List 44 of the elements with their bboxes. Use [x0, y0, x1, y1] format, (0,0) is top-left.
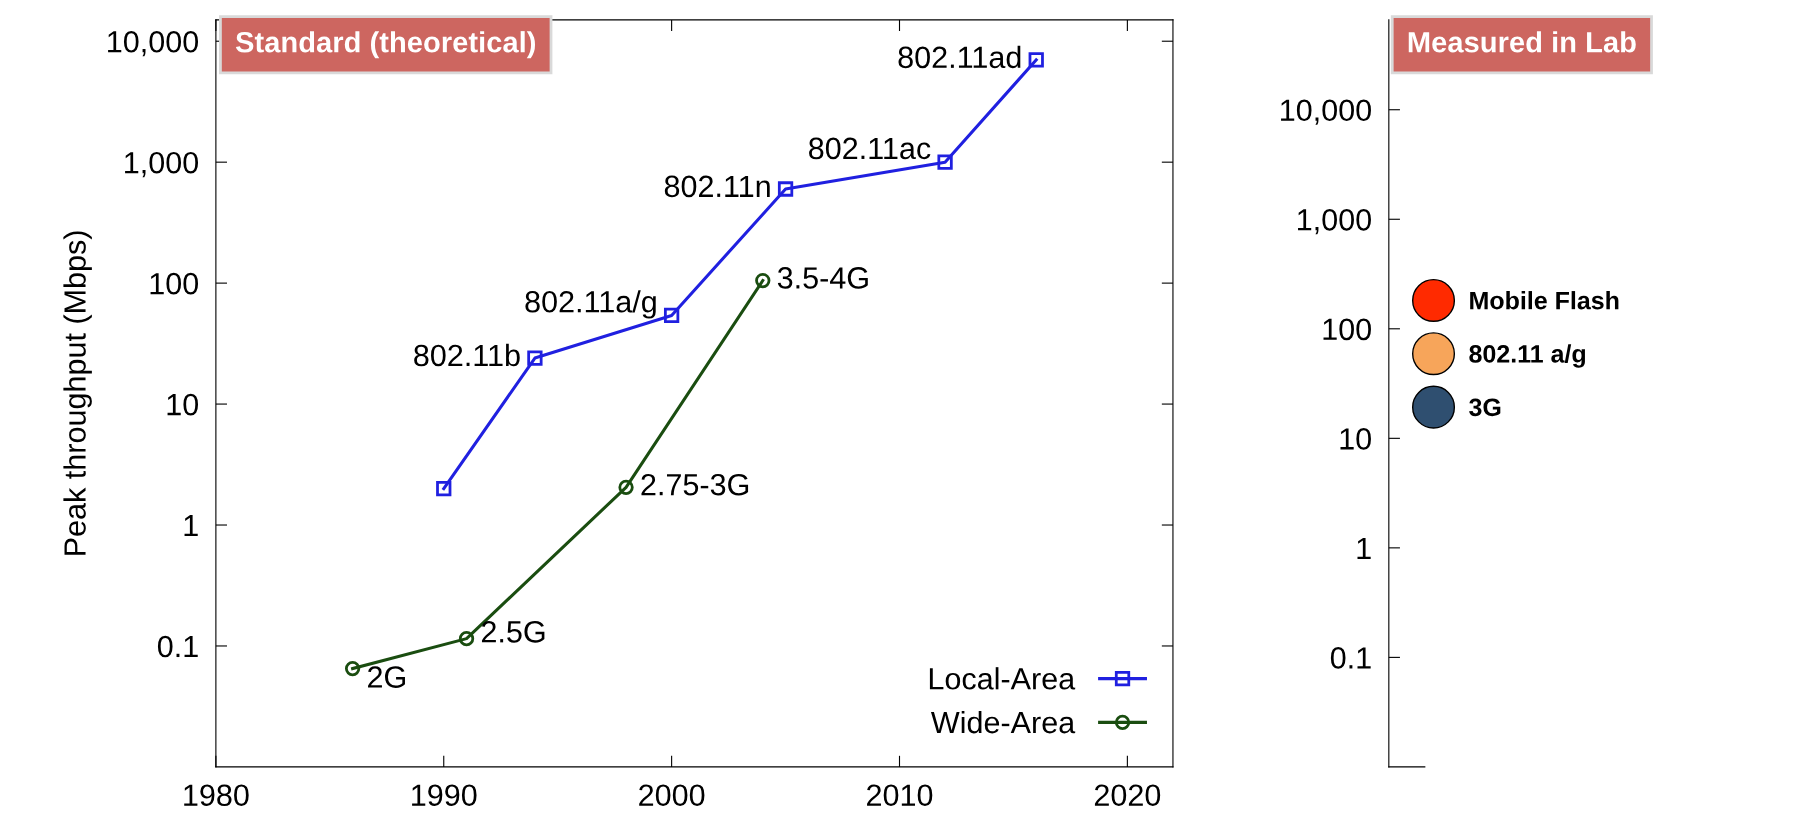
point	[1028, 52, 1044, 68]
y-tick-label: 100	[150, 272, 199, 295]
text: 1	[1357, 537, 1371, 559]
point	[458, 630, 475, 647]
point	[663, 307, 680, 324]
y-tick-label: 1	[184, 515, 198, 537]
x-tick-label: 2020	[1094, 784, 1161, 807]
y-tick-label: 10	[167, 393, 199, 416]
annotation: 2G	[368, 666, 405, 688]
point	[344, 660, 361, 677]
point	[777, 181, 794, 197]
annotation: 802.11ad	[898, 45, 1021, 69]
legend-label: Wide-Area	[930, 710, 1076, 734]
legend-label: Local-Area	[929, 667, 1076, 690]
legend-label: Mobile Flash	[1470, 291, 1619, 310]
text: Measured in Lab	[1408, 31, 1636, 53]
text: 10	[1340, 428, 1371, 450]
annotation: 2.75-3G	[641, 473, 749, 496]
x-tick-label: 2010	[867, 784, 933, 807]
y-tick-label: 0.1	[157, 635, 198, 658]
annotation: 802.11a/g	[525, 290, 656, 319]
legend-label: 3G	[1469, 398, 1501, 417]
annotation: 802.11ac	[809, 137, 931, 160]
x-tick-label: 1980	[184, 784, 249, 807]
y-axis-title: Peak throughput (Mbps)	[63, 231, 92, 555]
y-tick-label: 10,000	[108, 30, 199, 57]
annotation: 802.11n	[664, 175, 770, 198]
annotation: 3.5-4G	[777, 267, 868, 289]
text: 100	[1323, 318, 1371, 341]
point	[436, 480, 452, 497]
x-tick-label: 1990	[412, 784, 477, 807]
point	[937, 154, 953, 170]
annotation: 802.11b	[414, 343, 520, 367]
text: 0.1	[1330, 647, 1371, 669]
chart-title: Standard (theoretical)	[235, 31, 536, 59]
legend-label: 802.11 a/g	[1469, 344, 1586, 368]
point	[755, 272, 771, 289]
text: 1,000	[1298, 209, 1371, 235]
point	[618, 479, 634, 495]
x-tick-label: 2000	[639, 784, 705, 807]
y-tick-label: 1,000	[125, 151, 199, 178]
text: 10,000	[1281, 99, 1371, 125]
point	[527, 350, 543, 366]
annotation: 2.5G	[481, 621, 545, 643]
